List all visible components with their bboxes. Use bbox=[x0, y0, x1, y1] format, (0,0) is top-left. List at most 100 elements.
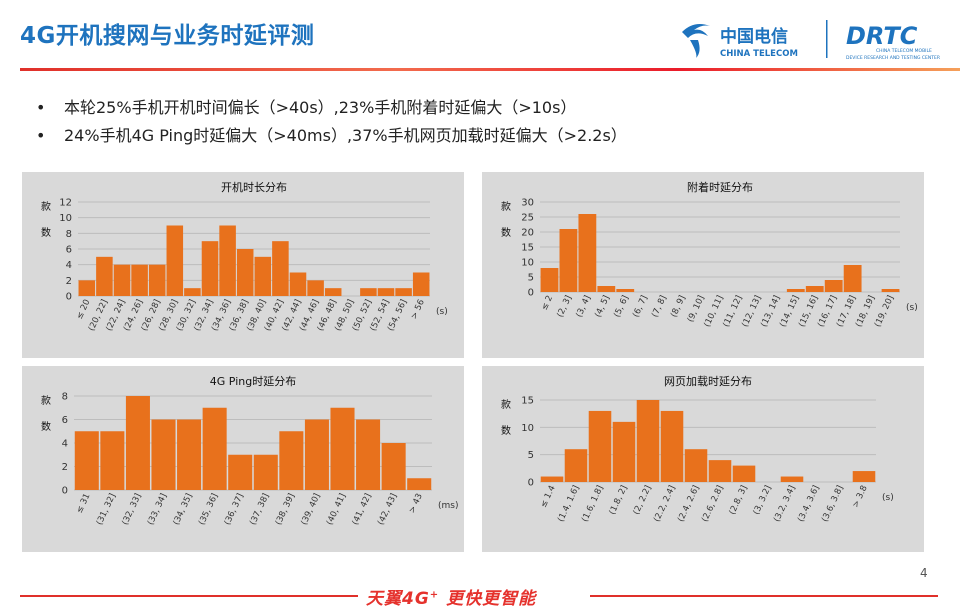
x-tick-label: (9, 10] bbox=[686, 294, 707, 324]
y-axis-label: 款 bbox=[501, 398, 511, 411]
y-tick-label: 0 bbox=[528, 288, 534, 299]
x-tick-label: (37, 38] bbox=[248, 492, 271, 527]
bar bbox=[131, 264, 148, 296]
bar bbox=[564, 449, 588, 482]
x-tick-label: > 43 bbox=[407, 492, 425, 515]
drtc-sub1: CHINA TELECOM MOBILE bbox=[876, 48, 932, 54]
bar bbox=[201, 241, 219, 296]
y-tick-label: 4 bbox=[62, 439, 68, 450]
bar bbox=[407, 478, 432, 490]
bar bbox=[377, 288, 395, 296]
bar bbox=[177, 419, 202, 490]
bar bbox=[732, 465, 756, 482]
x-tick-label: (33, 34] bbox=[146, 492, 169, 527]
y-tick-label: 2 bbox=[66, 276, 72, 287]
y-axis-label: 款 bbox=[41, 200, 51, 213]
bar bbox=[684, 449, 708, 482]
x-tick-label: (42, 43] bbox=[376, 492, 399, 527]
y-tick-label: 5 bbox=[528, 450, 534, 461]
y-tick-label: 0 bbox=[66, 292, 72, 303]
bar bbox=[74, 431, 99, 490]
bar bbox=[852, 471, 876, 482]
y-tick-label: 15 bbox=[521, 396, 534, 407]
bullet-item: 本轮25%手机开机时间偏长（>40s）,23%手机附着时延偏大（>10s） bbox=[36, 96, 627, 124]
bar bbox=[786, 289, 805, 292]
bar bbox=[843, 265, 862, 292]
y-axis-label: 款 bbox=[501, 200, 511, 213]
summary-bullets: 本轮25%手机开机时间偏长（>40s）,23%手机附着时延偏大（>10s） 24… bbox=[36, 96, 627, 152]
unit-label: (s) bbox=[906, 303, 918, 313]
bar bbox=[412, 272, 430, 296]
bar bbox=[166, 225, 184, 296]
bar bbox=[324, 288, 342, 296]
x-tick-label: (6, 7] bbox=[631, 294, 650, 319]
chart-title: 网页加载时延分布 bbox=[664, 375, 752, 388]
brand-logos: 中国电信 CHINA TELECOM DRTC CHINA TELECOM MO… bbox=[676, 14, 946, 64]
bar bbox=[612, 421, 636, 482]
chart-panel-attach-delay: 附着时延分布款数 0 5 10 15 20 25 30 ≤ 2 (2, 3] (3, 4] (4, 5… bbox=[482, 172, 924, 358]
y-axis-label: 数 bbox=[41, 420, 51, 433]
bar bbox=[96, 256, 113, 296]
y-tick-label: 12 bbox=[59, 198, 72, 209]
x-tick-label: (7, 8] bbox=[650, 294, 669, 319]
chart-title: 4G Ping时延分布 bbox=[210, 375, 296, 388]
bar bbox=[78, 280, 96, 296]
x-tick-label: ≤ 1.4 bbox=[539, 484, 558, 509]
bar bbox=[148, 264, 166, 296]
x-tick-label: (4, 5] bbox=[593, 294, 612, 319]
y-tick-label: 0 bbox=[528, 478, 534, 489]
page-number: 4 bbox=[920, 566, 928, 580]
bar bbox=[578, 214, 597, 292]
chart-title: 附着时延分布 bbox=[687, 180, 753, 194]
y-axis-label: 数 bbox=[501, 226, 511, 239]
drtc-sub2: DEVICE RESEARCH AND TESTING CENTER bbox=[846, 55, 940, 61]
bar bbox=[228, 454, 253, 490]
x-tick-label: (38, 39] bbox=[274, 492, 297, 527]
bar bbox=[125, 396, 150, 490]
x-tick-label: (3.2, 3.4] bbox=[772, 484, 798, 524]
y-axis-label: 款 bbox=[41, 394, 51, 407]
footer-line-right bbox=[590, 595, 938, 597]
bar bbox=[381, 443, 406, 490]
bar bbox=[559, 229, 578, 292]
x-tick-label: (39, 40] bbox=[299, 492, 322, 527]
x-tick-label: (35, 36] bbox=[197, 492, 220, 527]
bar bbox=[151, 419, 176, 490]
bar bbox=[184, 288, 201, 296]
y-tick-label: 2 bbox=[62, 462, 68, 473]
bar bbox=[360, 288, 377, 296]
bar bbox=[540, 476, 564, 482]
slogan-part-a: 天翼4G bbox=[366, 589, 430, 609]
y-tick-label: 20 bbox=[521, 228, 534, 239]
x-tick-label: (2, 3] bbox=[555, 294, 574, 319]
page-title: 4G开机搜网与业务时延评测 bbox=[20, 23, 315, 49]
bar bbox=[289, 272, 307, 296]
bar bbox=[805, 286, 824, 292]
bar bbox=[824, 280, 843, 292]
bar bbox=[254, 256, 272, 296]
y-tick-label: 10 bbox=[59, 213, 72, 224]
drtc-logo-text: DRTC bbox=[846, 22, 918, 50]
bar bbox=[100, 431, 125, 490]
y-tick-label: 6 bbox=[66, 245, 72, 256]
x-tick-label: (2.6, 2.8] bbox=[700, 484, 726, 524]
bar bbox=[616, 289, 635, 292]
x-tick-label: (41, 42] bbox=[350, 492, 373, 527]
x-tick-label: (3.4, 3.6] bbox=[796, 484, 822, 524]
bar bbox=[708, 460, 732, 482]
x-tick-label: (32, 33] bbox=[120, 492, 143, 527]
footer-line-left bbox=[20, 595, 358, 597]
x-tick-label: (36, 37] bbox=[223, 492, 246, 527]
footer-slogan: 天翼4G+ 更快更智能 bbox=[366, 584, 536, 609]
y-tick-label: 10 bbox=[521, 423, 534, 434]
x-tick-label: (1.6, 1.8] bbox=[580, 484, 606, 524]
bar bbox=[395, 288, 412, 296]
y-tick-label: 8 bbox=[62, 392, 68, 403]
footer: 天翼4G+ 更快更智能 bbox=[0, 584, 960, 609]
chart-panel-web-load-delay: 网页加载时延分布款数 0 5 10 15 ≤ 1.4 (1.4, 1.6] (1.6, 1.8… bbox=[482, 366, 924, 552]
brand-en-text: CHINA TELECOM bbox=[720, 49, 798, 59]
x-tick-label: (1.8, 2] bbox=[608, 484, 630, 516]
bar bbox=[113, 264, 131, 296]
